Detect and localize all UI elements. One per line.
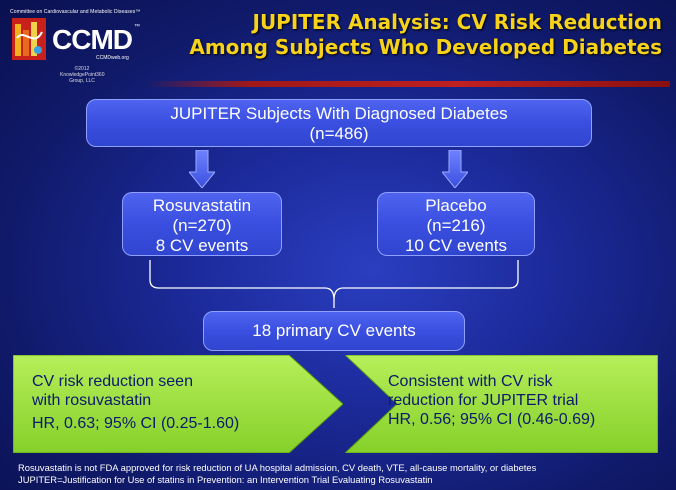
title-underline-bar	[145, 81, 670, 87]
logo-copyright: ©2012 KnowledgePoint360 Group, LLC	[60, 66, 104, 84]
copyright-line-1: ©2012	[74, 66, 90, 72]
rosuvastatin-n: (n=270)	[172, 216, 232, 235]
placebo-label: Placebo	[425, 196, 487, 215]
footnote-1: Rosuvastatin is not FDA approved for ris…	[18, 462, 537, 473]
slide-title: JUPITER Analysis: CV Risk Reduction Amon…	[189, 10, 662, 60]
risk-reduction-chevron	[13, 355, 343, 453]
primary-events-text: 18 primary CV events	[252, 321, 416, 340]
down-arrow-icon-left	[189, 150, 215, 188]
ccmd-emblem-icon	[12, 18, 46, 60]
top-box-line-2: (n=486)	[309, 124, 369, 143]
merge-brace	[149, 260, 519, 308]
risk-reduction-line-1: CV risk reduction seen	[32, 373, 193, 390]
logo-tagline: Committee on Cardiovascular and Metaboli…	[10, 9, 141, 15]
risk-reduction-line-3: HR, 0.63; 95% CI (0.25-1.60)	[32, 415, 240, 432]
risk-reduction-text: CV risk reduction seen with rosuvastatin…	[32, 372, 322, 433]
copyright-line-2: KnowledgePoint360	[60, 72, 105, 78]
consistency-text: Consistent with CV risk reduction for JU…	[388, 372, 653, 429]
consistency-line-3: HR, 0.56; 95% CI (0.46-0.69)	[388, 411, 596, 428]
top-box-line-1: JUPITER Subjects With Diagnosed Diabetes	[170, 104, 508, 123]
title-line-2: Among Subjects Who Developed Diabetes	[189, 35, 662, 59]
copyright-line-3: Group, LLC	[69, 78, 95, 84]
down-arrow-icon-right	[442, 150, 468, 188]
footnotes: Rosuvastatin is not FDA approved for ris…	[18, 462, 536, 486]
logo-trademark: ™	[134, 24, 140, 30]
risk-reduction-line-2: with rosuvastatin	[32, 392, 152, 409]
diabetes-subjects-box: JUPITER Subjects With Diagnosed Diabetes…	[86, 99, 592, 147]
rosuvastatin-label: Rosuvastatin	[152, 196, 252, 215]
placebo-n: (n=216)	[426, 216, 486, 235]
rosuvastatin-events: 8 CV events	[155, 236, 249, 255]
logo-url: CCMDweb.org	[96, 55, 129, 61]
title-line-1: JUPITER Analysis: CV Risk Reduction	[252, 10, 663, 34]
primary-events-box: 18 primary CV events	[203, 311, 465, 351]
consistency-line-2: reduction for JUPITER trial	[388, 392, 579, 409]
placebo-events: 10 CV events	[404, 236, 508, 255]
footnote-2: JUPITER=Justification for Use of statins…	[18, 474, 433, 485]
consistency-chevron	[345, 355, 658, 453]
consistency-line-1: Consistent with CV risk	[388, 373, 553, 390]
rosuvastatin-box: Rosuvastatin (n=270) 8 CV events	[122, 192, 282, 256]
logo-name: CCMD	[52, 24, 133, 55]
placebo-box: Placebo (n=216) 10 CV events	[377, 192, 535, 256]
